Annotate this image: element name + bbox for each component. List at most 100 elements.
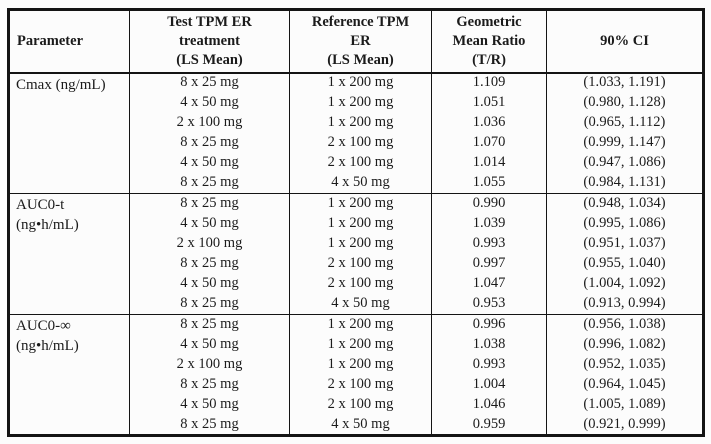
header-row: Parameter Test TPM ER treatment (LS Mean… bbox=[8, 9, 704, 74]
table-row: 8 x 25 mg 2 x 100 mg 1.004 (0.964, 1.045… bbox=[9, 374, 704, 396]
reference-treatment-cell: 2 x 100 mg bbox=[289, 374, 432, 396]
gmr-cell: 1.070 bbox=[431, 132, 547, 154]
table-row: 4 x 50 mg 1 x 200 mg 1.038 (0.996, 1.082… bbox=[9, 334, 704, 355]
ci-cell: (0.955, 1.040) bbox=[546, 253, 704, 275]
gmr-cell: 1.051 bbox=[431, 92, 547, 113]
bioequivalence-results-table: Parameter Test TPM ER treatment (LS Mean… bbox=[7, 8, 705, 437]
reference-treatment-cell: 4 x 50 mg bbox=[289, 294, 432, 315]
col-header-test-treatment: Test TPM ER treatment (LS Mean) bbox=[129, 9, 290, 74]
table-row: 2 x 100 mg 1 x 200 mg 0.993 (0.952, 1.03… bbox=[9, 354, 704, 375]
test-treatment-cell: 4 x 50 mg bbox=[129, 153, 290, 174]
ci-cell: (0.956, 1.038) bbox=[546, 313, 704, 335]
ci-cell: (0.996, 1.082) bbox=[546, 334, 704, 355]
ci-cell: (0.951, 1.037) bbox=[546, 233, 704, 254]
reference-treatment-cell: 4 x 50 mg bbox=[289, 173, 432, 194]
parameter-line: AUC0-∞ bbox=[16, 318, 71, 334]
gmr-cell: 0.996 bbox=[431, 313, 547, 335]
reference-treatment-cell: 1 x 200 mg bbox=[289, 192, 432, 214]
col-header-parameter: Parameter bbox=[8, 9, 130, 74]
reference-treatment-cell: 1 x 200 mg bbox=[289, 354, 432, 375]
ci-cell: (1.004, 1.092) bbox=[546, 274, 704, 295]
test-treatment-cell: 4 x 50 mg bbox=[129, 334, 290, 355]
gmr-cell: 0.997 bbox=[431, 253, 547, 275]
gmr-cell: 0.953 bbox=[431, 294, 547, 315]
gmr-cell: 0.993 bbox=[431, 233, 547, 254]
reference-treatment-cell: 2 x 100 mg bbox=[289, 153, 432, 174]
test-treatment-cell: 2 x 100 mg bbox=[129, 354, 290, 375]
test-treatment-cell: 8 x 25 mg bbox=[129, 72, 290, 93]
gmr-cell: 1.046 bbox=[431, 395, 547, 416]
test-treatment-cell: 8 x 25 mg bbox=[129, 374, 290, 396]
table-row: AUC0-t (ng•h/mL) 8 x 25 mg 1 x 200 mg 0.… bbox=[8, 192, 704, 315]
gmr-cell: 1.038 bbox=[431, 334, 547, 355]
test-treatment-cell: 2 x 100 mg bbox=[129, 233, 290, 254]
table-row: 2 x 100 mg 1 x 200 mg 1.036 (0.965, 1.11… bbox=[9, 112, 704, 133]
test-treatment-cell: 8 x 25 mg bbox=[129, 132, 290, 154]
table-row: 4 x 50 mg 1 x 200 mg 1.051 (0.980, 1.128… bbox=[9, 92, 704, 113]
parameter-line: Cmax (ng/mL) bbox=[16, 76, 106, 93]
reference-treatment-cell: 2 x 100 mg bbox=[289, 132, 432, 154]
test-treatment-cell: 4 x 50 mg bbox=[129, 395, 290, 416]
parameter-line: (ng•h/mL) bbox=[16, 217, 79, 233]
parameter-line: (ng•h/mL) bbox=[16, 338, 79, 354]
test-treatment-cell: 8 x 25 mg bbox=[129, 415, 290, 436]
section-auc0-t: AUC0-t (ng•h/mL) 8 x 25 mg 1 x 200 mg 0.… bbox=[8, 192, 704, 315]
test-treatment-cell: 2 x 100 mg bbox=[129, 112, 290, 133]
parameter-cell: Cmax (ng/mL) bbox=[8, 72, 130, 194]
table-row: Cmax (ng/mL) 8 x 25 mg 1 x 200 mg 1.109 … bbox=[8, 72, 704, 194]
parameter-line: AUC0-t bbox=[16, 197, 65, 213]
gmr-cell: 0.990 bbox=[431, 192, 547, 214]
reference-treatment-cell: 4 x 50 mg bbox=[289, 415, 432, 436]
parameter-cell: AUC0-∞ (ng•h/mL) bbox=[8, 314, 130, 436]
ci-cell: (0.952, 1.035) bbox=[546, 354, 704, 375]
reference-treatment-cell: 1 x 200 mg bbox=[289, 92, 432, 113]
gmr-cell: 1.039 bbox=[431, 213, 547, 234]
test-treatment-cell: 8 x 25 mg bbox=[129, 192, 290, 214]
test-treatment-cell: 8 x 25 mg bbox=[129, 294, 290, 315]
table-row: 8 x 25 mg 4 x 50 mg 0.953 (0.913, 0.994) bbox=[9, 294, 704, 315]
table-row: AUC0-∞ (ng•h/mL) 8 x 25 mg 1 x 200 mg 0.… bbox=[8, 313, 704, 436]
table-row: 8 x 25 mg 2 x 100 mg 1.070 (0.999, 1.147… bbox=[9, 132, 704, 154]
gmr-cell: 1.047 bbox=[431, 274, 547, 295]
ci-cell: (0.913, 0.994) bbox=[546, 294, 704, 315]
ci-cell: (0.995, 1.086) bbox=[546, 213, 704, 234]
gmr-cell: 0.993 bbox=[431, 354, 547, 375]
parameter-cell: AUC0-t (ng•h/mL) bbox=[8, 193, 130, 315]
test-treatment-cell: 4 x 50 mg bbox=[129, 213, 290, 234]
col-header-90-ci: 90% CI bbox=[546, 9, 704, 74]
table-row: 2 x 100 mg 1 x 200 mg 0.993 (0.951, 1.03… bbox=[9, 233, 704, 254]
ci-cell: (0.965, 1.112) bbox=[546, 112, 704, 133]
ci-cell: (0.980, 1.128) bbox=[546, 92, 704, 113]
ci-cell: (1.033, 1.191) bbox=[546, 72, 704, 93]
gmr-cell: 1.109 bbox=[431, 72, 547, 93]
gmr-cell: 1.014 bbox=[431, 153, 547, 174]
gmr-cell: 0.959 bbox=[431, 415, 547, 436]
table-row: 4 x 50 mg 1 x 200 mg 1.039 (0.995, 1.086… bbox=[9, 213, 704, 234]
table-row: 4 x 50 mg 2 x 100 mg 1.014 (0.947, 1.086… bbox=[9, 153, 704, 174]
table-row: 8 x 25 mg 2 x 100 mg 0.997 (0.955, 1.040… bbox=[9, 253, 704, 275]
ci-cell: (0.964, 1.045) bbox=[546, 374, 704, 396]
test-treatment-cell: 4 x 50 mg bbox=[129, 92, 290, 113]
gmr-cell: 1.004 bbox=[431, 374, 547, 396]
ci-cell: (0.999, 1.147) bbox=[546, 132, 704, 154]
section-cmax: Cmax (ng/mL) 8 x 25 mg 1 x 200 mg 1.109 … bbox=[8, 72, 704, 194]
ci-cell: (0.948, 1.034) bbox=[546, 192, 704, 214]
ci-cell: (1.005, 1.089) bbox=[546, 395, 704, 416]
reference-treatment-cell: 1 x 200 mg bbox=[289, 112, 432, 133]
gmr-cell: 1.055 bbox=[431, 173, 547, 194]
test-treatment-cell: 4 x 50 mg bbox=[129, 274, 290, 295]
gmr-cell: 1.036 bbox=[431, 112, 547, 133]
test-treatment-cell: 8 x 25 mg bbox=[129, 313, 290, 335]
reference-treatment-cell: 1 x 200 mg bbox=[289, 72, 432, 93]
reference-treatment-cell: 1 x 200 mg bbox=[289, 334, 432, 355]
ci-cell: (0.921, 0.999) bbox=[546, 415, 704, 436]
test-treatment-cell: 8 x 25 mg bbox=[129, 253, 290, 275]
reference-treatment-cell: 1 x 200 mg bbox=[289, 213, 432, 234]
reference-treatment-cell: 1 x 200 mg bbox=[289, 313, 432, 335]
table-row: 8 x 25 mg 4 x 50 mg 1.055 (0.984, 1.131) bbox=[9, 173, 704, 194]
col-header-geometric-mean-ratio: Geometric Mean Ratio (T/R) bbox=[431, 9, 547, 74]
section-auc0-inf: AUC0-∞ (ng•h/mL) 8 x 25 mg 1 x 200 mg 0.… bbox=[8, 313, 704, 436]
test-treatment-cell: 8 x 25 mg bbox=[129, 173, 290, 194]
table-row: 4 x 50 mg 2 x 100 mg 1.047 (1.004, 1.092… bbox=[9, 274, 704, 295]
